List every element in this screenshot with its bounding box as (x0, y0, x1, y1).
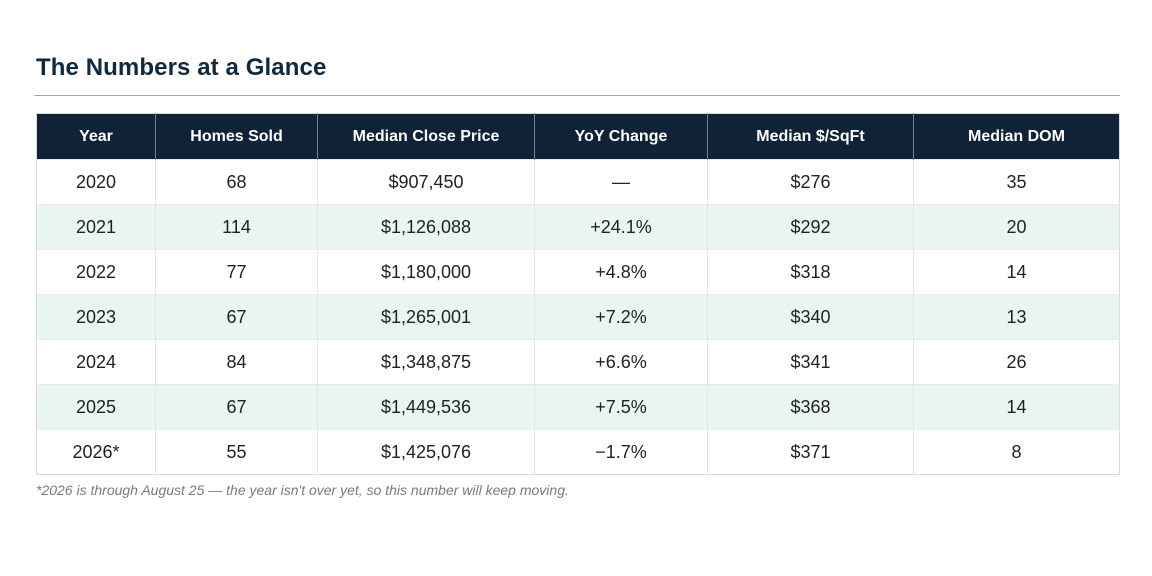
title-divider (34, 95, 1120, 96)
cell-median-price-per-sqft: $318 (707, 249, 914, 295)
cell-yoy-change: −1.7% (534, 429, 708, 475)
table-header-row: Year Homes Sold Median Close Price YoY C… (36, 113, 1120, 160)
table-row: 2020 68 $907,450 — $276 35 (36, 159, 1120, 205)
column-header-median-close-price: Median Close Price (317, 113, 535, 160)
page-title: The Numbers at a Glance (36, 54, 327, 81)
cell-median-close-price: $907,450 (317, 159, 535, 205)
cell-year: 2022 (36, 249, 156, 295)
cell-median-price-per-sqft: $341 (707, 339, 914, 385)
cell-median-close-price: $1,449,536 (317, 384, 535, 430)
column-header-year: Year (36, 113, 156, 160)
cell-homes-sold: 114 (155, 204, 318, 250)
cell-median-price-per-sqft: $368 (707, 384, 914, 430)
numbers-table: Year Homes Sold Median Close Price YoY C… (36, 113, 1120, 475)
cell-median-price-per-sqft: $276 (707, 159, 914, 205)
column-header-median-price-per-sqft: Median $/SqFt (707, 113, 914, 160)
cell-median-dom: 35 (913, 159, 1120, 205)
table-row: 2024 84 $1,348,875 +6.6% $341 26 (36, 339, 1120, 385)
cell-year: 2026* (36, 429, 156, 475)
cell-homes-sold: 84 (155, 339, 318, 385)
cell-median-price-per-sqft: $292 (707, 204, 914, 250)
table-row: 2026* 55 $1,425,076 −1.7% $371 8 (36, 429, 1120, 475)
cell-yoy-change: +7.2% (534, 294, 708, 340)
column-header-median-dom: Median DOM (913, 113, 1120, 160)
table-row: 2022 77 $1,180,000 +4.8% $318 14 (36, 249, 1120, 295)
cell-homes-sold: 55 (155, 429, 318, 475)
cell-homes-sold: 67 (155, 294, 318, 340)
cell-median-close-price: $1,348,875 (317, 339, 535, 385)
cell-year: 2024 (36, 339, 156, 385)
cell-year: 2023 (36, 294, 156, 340)
cell-yoy-change: +6.6% (534, 339, 708, 385)
cell-median-close-price: $1,180,000 (317, 249, 535, 295)
cell-median-dom: 13 (913, 294, 1120, 340)
cell-year: 2020 (36, 159, 156, 205)
footnote: *2026 is through August 25 — the year is… (36, 482, 569, 498)
table-row: 2025 67 $1,449,536 +7.5% $368 14 (36, 384, 1120, 430)
cell-median-close-price: $1,126,088 (317, 204, 535, 250)
cell-median-dom: 8 (913, 429, 1120, 475)
cell-year: 2025 (36, 384, 156, 430)
cell-median-price-per-sqft: $340 (707, 294, 914, 340)
cell-median-close-price: $1,425,076 (317, 429, 535, 475)
cell-homes-sold: 67 (155, 384, 318, 430)
cell-yoy-change: +7.5% (534, 384, 708, 430)
table-row: 2021 114 $1,126,088 +24.1% $292 20 (36, 204, 1120, 250)
cell-median-price-per-sqft: $371 (707, 429, 914, 475)
cell-median-dom: 20 (913, 204, 1120, 250)
cell-yoy-change: +24.1% (534, 204, 708, 250)
cell-yoy-change: — (534, 159, 708, 205)
column-header-yoy-change: YoY Change (534, 113, 708, 160)
column-header-homes-sold: Homes Sold (155, 113, 318, 160)
cell-median-close-price: $1,265,001 (317, 294, 535, 340)
cell-homes-sold: 68 (155, 159, 318, 205)
cell-median-dom: 14 (913, 384, 1120, 430)
cell-year: 2021 (36, 204, 156, 250)
cell-yoy-change: +4.8% (534, 249, 708, 295)
cell-median-dom: 26 (913, 339, 1120, 385)
cell-median-dom: 14 (913, 249, 1120, 295)
cell-homes-sold: 77 (155, 249, 318, 295)
table-row: 2023 67 $1,265,001 +7.2% $340 13 (36, 294, 1120, 340)
